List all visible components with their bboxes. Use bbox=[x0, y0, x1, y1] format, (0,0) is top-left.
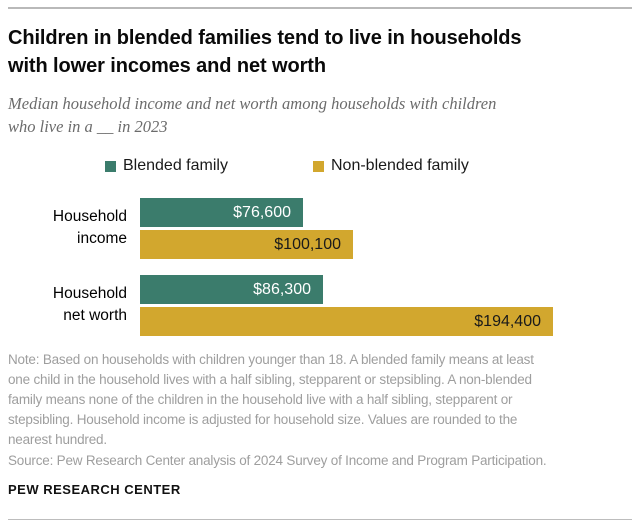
top-divider bbox=[8, 7, 632, 9]
non-blended-family-swatch-icon bbox=[313, 160, 324, 172]
bottom-divider bbox=[8, 519, 632, 520]
legend-label-non-blended-family: Non-blended family bbox=[331, 157, 469, 174]
legend-item-non-blended-family: Non-blended family bbox=[313, 157, 469, 175]
category-label-household-net-worth: Household net worth bbox=[52, 285, 127, 324]
note-text: Note: Based on households with children … bbox=[8, 352, 534, 447]
legend-item-blended-family: Blended family bbox=[105, 157, 228, 175]
source-text: Source: Pew Research Center analysis of … bbox=[8, 453, 547, 468]
brand-footer: PEW RESEARCH CENTER bbox=[8, 482, 181, 497]
blended-family-swatch-icon bbox=[105, 160, 116, 172]
bar-household-income-non-blended: $100,100 bbox=[140, 230, 353, 259]
legend-label-blended-family: Blended family bbox=[123, 157, 228, 174]
bar-value-household-net-worth-non-blended: $194,400 bbox=[474, 312, 541, 330]
bar-household-net-worth-blended: $86,300 bbox=[140, 275, 323, 304]
category-label-household-income: Household income bbox=[52, 208, 127, 247]
bar-household-net-worth-non-blended: $194,400 bbox=[140, 307, 553, 336]
bar-value-household-net-worth-blended: $86,300 bbox=[253, 280, 311, 298]
bar-value-household-income-blended: $76,600 bbox=[233, 203, 291, 221]
chart-title: Children in blended families tend to liv… bbox=[8, 27, 522, 77]
bar-household-income-blended: $76,600 bbox=[140, 198, 303, 227]
chart-subtitle: Median household income and net worth am… bbox=[8, 94, 497, 136]
bar-value-household-income-non-blended: $100,100 bbox=[274, 235, 341, 253]
